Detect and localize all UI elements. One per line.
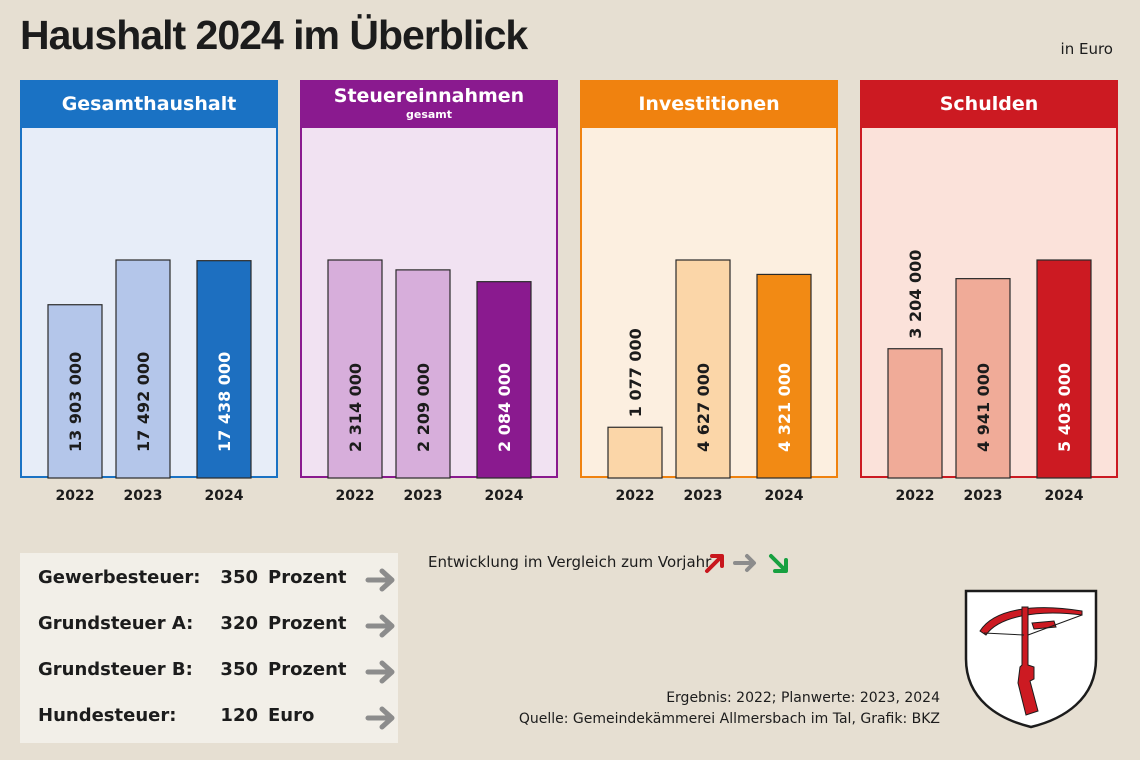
year-tick-label: 2022 [895, 488, 935, 504]
bar-value-label: 4 321 000 [775, 363, 794, 452]
bar-value-label: 2 209 000 [414, 363, 433, 452]
rate-unit: Prozent [268, 613, 347, 634]
year-tick-label: 2024 [764, 488, 804, 504]
bar-2023 [675, 259, 731, 479]
bar-chart-svg: 2 314 000 2 209 000 2 084 000 [327, 259, 532, 479]
rate-value: 320 [220, 613, 258, 634]
bar-value-label: 2 314 000 [346, 363, 365, 452]
bar-2023 [395, 269, 451, 479]
year-tick-label: 2024 [204, 488, 244, 504]
arrow-down-right-icon [769, 554, 788, 573]
trend-legend-arrows [705, 554, 788, 573]
bar-2023 [955, 278, 1011, 479]
bar-2024 [756, 273, 812, 479]
arrow-right-icon [365, 706, 395, 730]
chart-title: Schulden [939, 93, 1039, 115]
rate-unit: Prozent [268, 659, 347, 680]
year-tick-label: 2022 [55, 488, 95, 504]
rate-row-grundsteuer-b: Grundsteuer B: 350 Prozent [38, 655, 398, 685]
arrow-right-icon [365, 660, 395, 684]
bar-value-label: 5 403 000 [1055, 363, 1074, 452]
year-tick-label: 2023 [403, 488, 443, 504]
bar-value-label: 2 084 000 [495, 363, 514, 452]
note-result-plan: Ergebnis: 2022; Planwerte: 2023, 2024 [666, 690, 940, 706]
rate-row-grundsteuer-a: Grundsteuer A: 320 Prozent [38, 609, 398, 639]
chart-title: Steuereinnahmen [333, 85, 525, 107]
arrow-right-icon [365, 614, 395, 638]
crossbow-crest-icon [964, 589, 1098, 729]
arrow-right-icon [733, 554, 756, 572]
chart-title: Gesamthaushalt [61, 93, 237, 115]
rate-value: 120 [220, 705, 258, 726]
rate-row-gewerbesteuer: Gewerbesteuer: 350 Prozent [38, 563, 398, 593]
bar-2024 [476, 281, 532, 479]
rate-name: Hundesteuer: [38, 705, 177, 726]
rate-unit: Euro [268, 705, 315, 726]
year-tick-label: 2024 [1044, 488, 1084, 504]
tax-rates-box: Gewerbesteuer: 350 Prozent Grundsteuer A… [20, 553, 398, 743]
arrow-up-right-icon [705, 554, 724, 573]
chart-panel-schulden: Schulden 3 204 000 4 941 000 5 403 000 [860, 80, 1118, 479]
year-tick-label: 2023 [683, 488, 723, 504]
year-tick-label: 2024 [484, 488, 524, 504]
chart-panel-header: Steuereinnahmen gesamt [300, 80, 558, 128]
year-tick-label: 2023 [123, 488, 163, 504]
page-title: Haushalt 2024 im Überblick [20, 12, 528, 58]
year-tick-label: 2023 [963, 488, 1003, 504]
chart-title: Investitionen [638, 93, 780, 115]
rate-value: 350 [220, 659, 258, 680]
bar-value-label: 3 204 000 [906, 250, 925, 339]
rate-row-hundesteuer: Hundesteuer: 120 Euro [38, 701, 398, 731]
rate-unit: Prozent [268, 567, 347, 588]
bar-value-label: 17 492 000 [134, 352, 153, 452]
bar-value-label: 4 941 000 [974, 363, 993, 452]
bar-value-label: 1 077 000 [626, 328, 645, 417]
trend-legend-text: Entwicklung im Vergleich zum Vorjahr [428, 553, 712, 571]
bar-value-label: 17 438 000 [215, 352, 234, 452]
bar-2022 [47, 304, 103, 479]
unit-label: in Euro [1060, 40, 1113, 58]
rate-name: Grundsteuer B: [38, 659, 193, 680]
bar-2022 [327, 259, 383, 479]
note-source: Quelle: Gemeindekämmerei Allmersbach im … [518, 711, 940, 727]
bar-2023 [115, 259, 171, 479]
year-tick-label: 2022 [615, 488, 655, 504]
arrow-right-icon [365, 568, 395, 592]
year-tick-label: 2022 [335, 488, 375, 504]
bar-value-label: 13 903 000 [66, 352, 85, 452]
chart-panel-investitionen: Investitionen 1 077 000 4 627 000 4 321 000 [580, 80, 838, 479]
bar-value-label: 4 627 000 [694, 363, 713, 452]
bar-chart-svg: 1 077 000 4 627 000 4 321 000 [607, 259, 812, 479]
chart-panel-header: Schulden [860, 80, 1118, 128]
bar-2022 [607, 426, 663, 479]
bar-2022 [887, 348, 943, 479]
bar-chart-svg: 13 903 000 17 492 000 17 438 000 [47, 259, 252, 479]
bar-2024 [1036, 259, 1092, 479]
bar-chart-svg: 3 204 000 4 941 000 5 403 000 [887, 250, 1092, 479]
chart-subtitle: gesamt [405, 108, 453, 121]
bar-2024 [196, 260, 252, 479]
rate-name: Gewerbesteuer: [38, 567, 201, 588]
chart-panel-header: Investitionen [580, 80, 838, 128]
chart-panel-steuereinnahmen: Steuereinnahmen gesamt 2 314 000 2 209 000 2… [300, 80, 558, 479]
chart-panel-header: Gesamthaushalt [20, 80, 278, 128]
chart-panel-gesamthaushalt: Gesamthaushalt 13 903 000 17 492 000 17 438… [20, 80, 278, 479]
rate-name: Grundsteuer A: [38, 613, 194, 634]
rate-value: 350 [220, 567, 258, 588]
